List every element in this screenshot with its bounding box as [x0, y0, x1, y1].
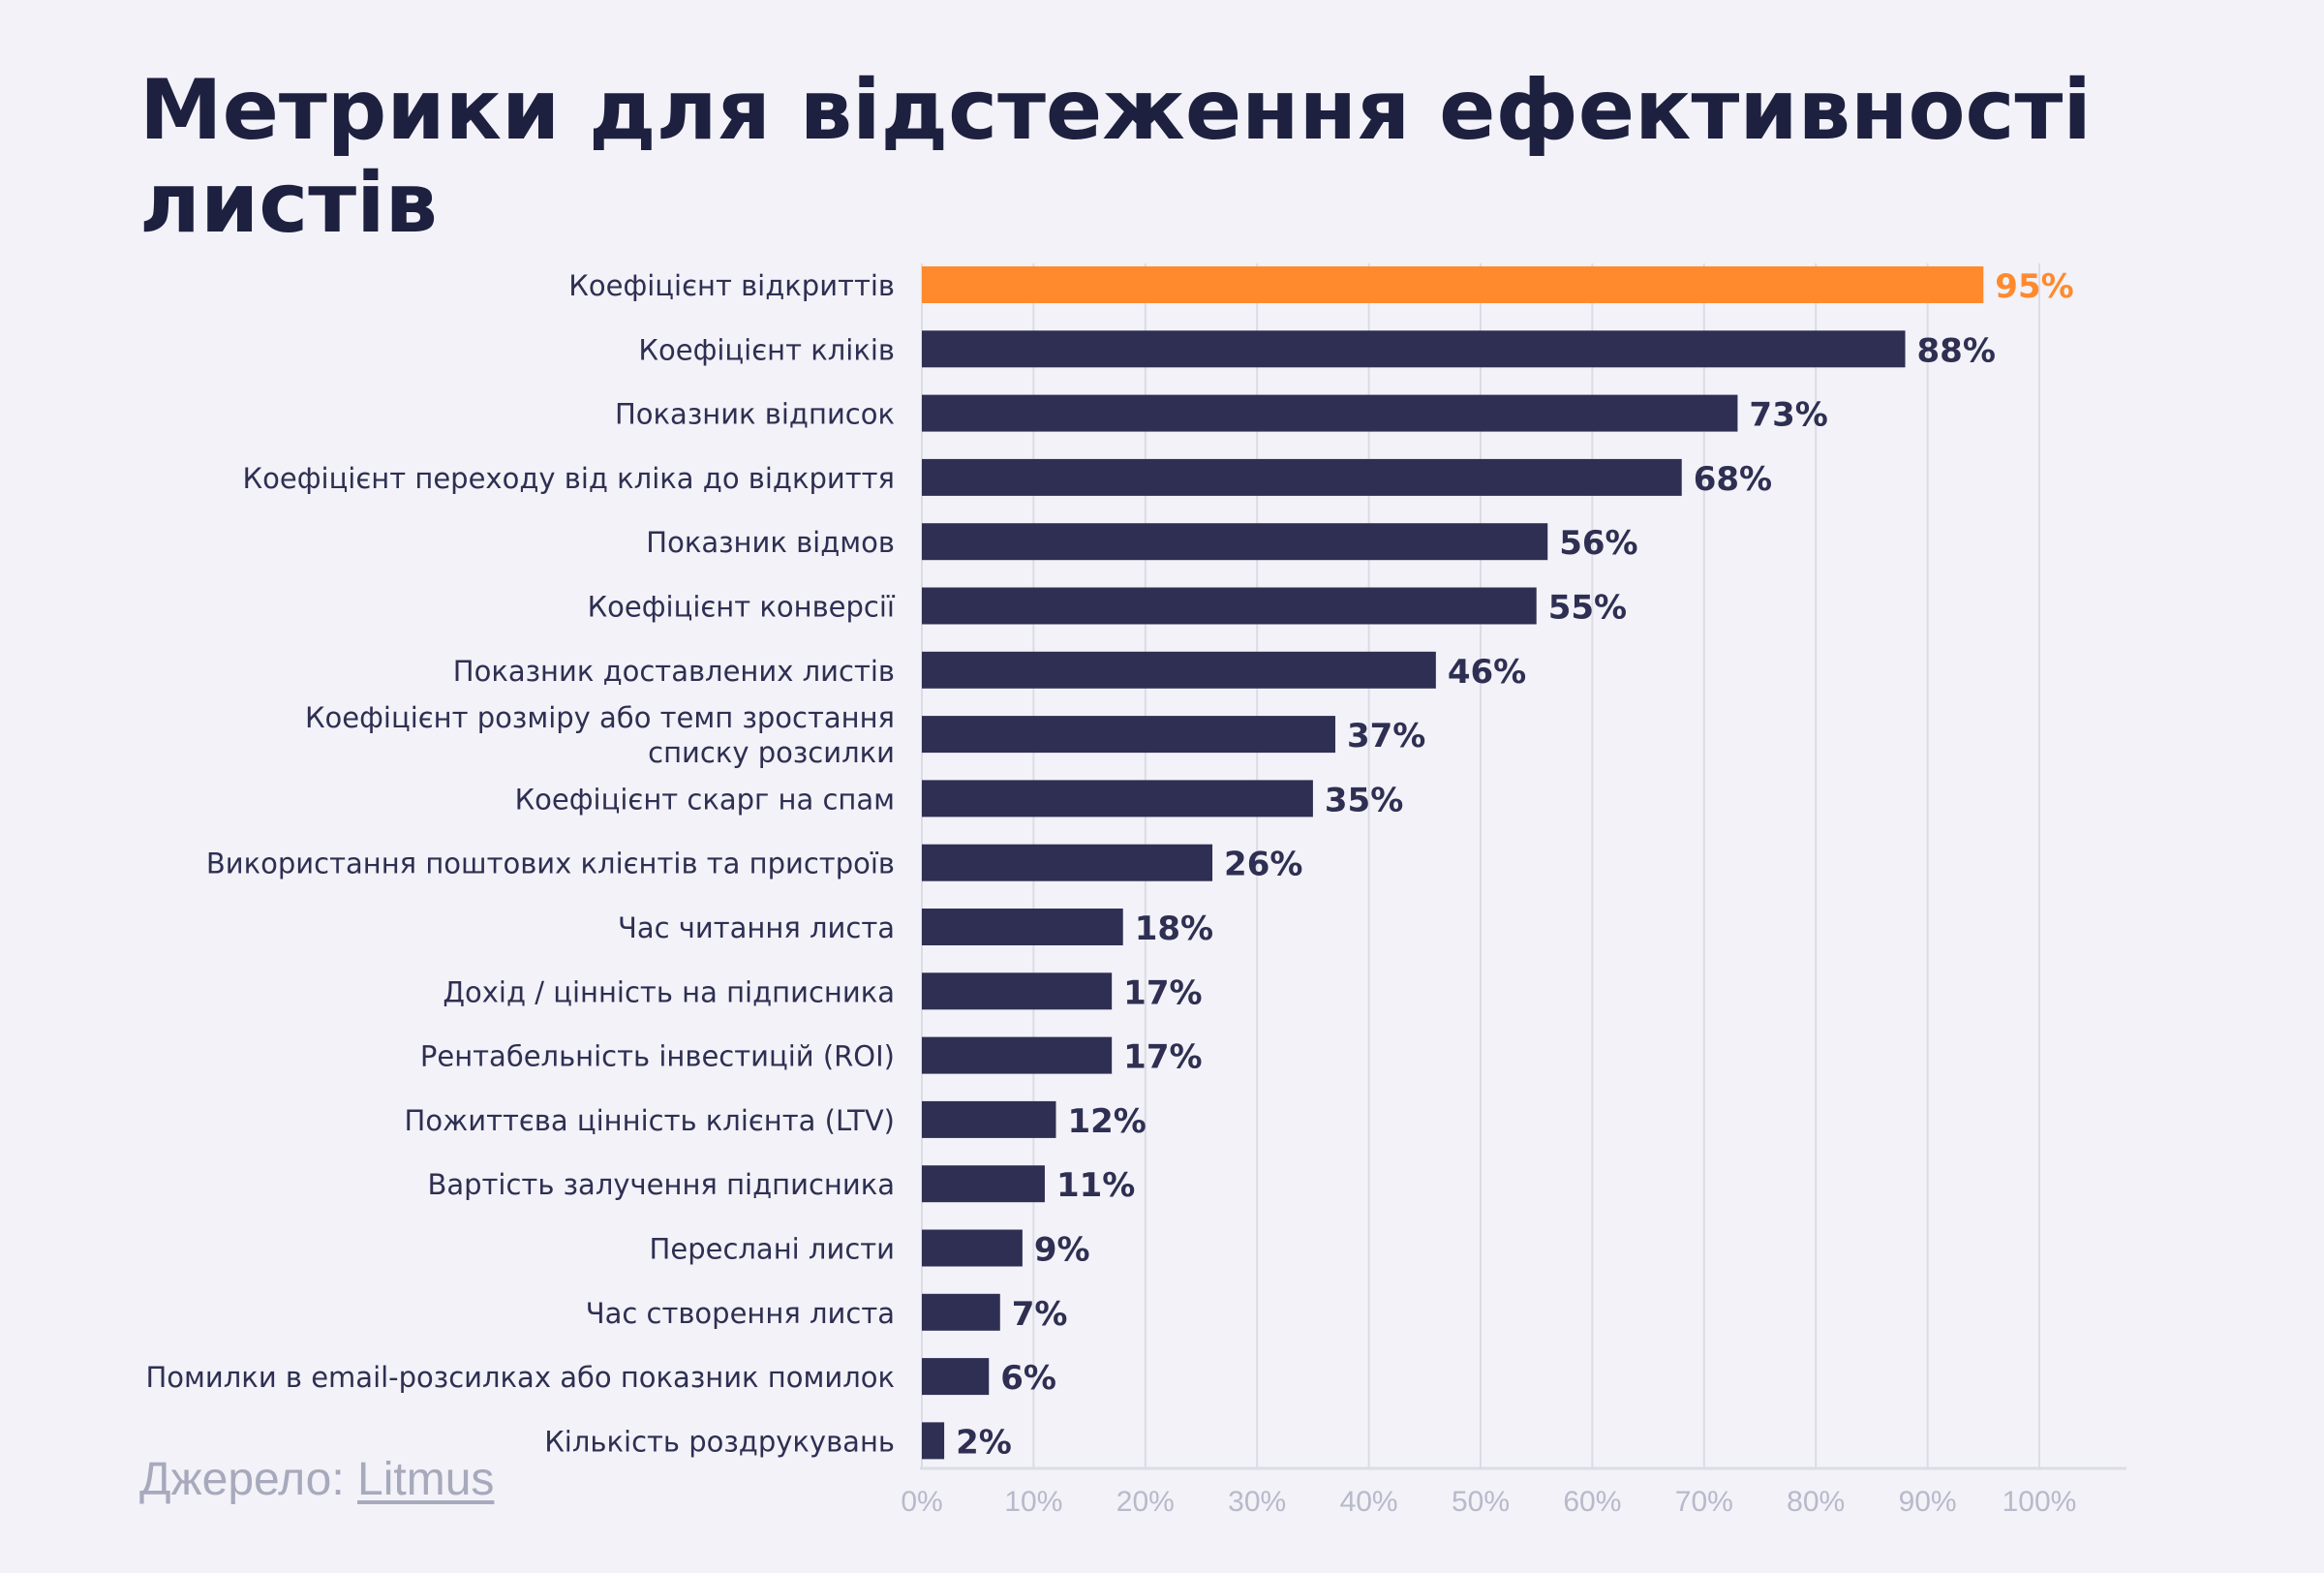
category-label: списку розсилки	[648, 736, 895, 769]
chart-title: Метрики для відстеження ефективності лис…	[139, 62, 2092, 252]
category-label: Показник відписок	[615, 398, 895, 431]
x-tick-label: 0%	[901, 1486, 942, 1518]
x-tick-label: 10%	[1004, 1486, 1062, 1518]
bar	[922, 1229, 1023, 1267]
x-tick-label: 80%	[1787, 1486, 1845, 1518]
x-tick-label: 50%	[1452, 1486, 1510, 1518]
x-tick-label: 100%	[2003, 1486, 2077, 1518]
value-label: 55%	[1548, 589, 1627, 628]
value-label: 6%	[1000, 1359, 1056, 1398]
bar	[922, 1293, 1000, 1331]
source-link[interactable]: Litmus	[357, 1454, 495, 1505]
category-label: Помилки в email-розсилках або показник п…	[146, 1361, 896, 1394]
bar	[922, 1165, 1045, 1203]
value-label: 46%	[1448, 653, 1526, 692]
bar	[922, 1422, 945, 1460]
bar	[922, 651, 1436, 689]
bar	[922, 780, 1313, 817]
bar	[922, 394, 1738, 432]
category-label: Використання поштових клієнтів та пристр…	[206, 848, 895, 880]
category-label: Коефіцієнт відкриттів	[568, 269, 895, 302]
x-tick-label: 20%	[1116, 1486, 1175, 1518]
category-label: Рентабельність інвестицій (ROI)	[420, 1040, 895, 1073]
category-label: Час читання листа	[618, 911, 895, 944]
category-label: Коефіцієнт переходу від кліка до відкрит…	[243, 462, 895, 495]
category-label: Коефіцієнт конверсії	[588, 591, 896, 624]
value-label: 11%	[1056, 1166, 1135, 1205]
bar	[922, 716, 1335, 754]
bar	[922, 972, 1113, 1010]
category-label: Дохід / цінність на підписника	[443, 975, 895, 1008]
x-tick-label: 60%	[1563, 1486, 1621, 1518]
bar	[922, 1100, 1056, 1138]
bar	[922, 1358, 990, 1396]
value-label: 9%	[1034, 1231, 1090, 1270]
bar	[922, 587, 1537, 625]
source-prefix: Джерело:	[139, 1454, 358, 1505]
value-label: 2%	[956, 1423, 1012, 1462]
category-label: Вартість залучення підписника	[427, 1168, 895, 1201]
x-tick-label: 30%	[1228, 1486, 1286, 1518]
bar	[922, 1036, 1113, 1074]
category-label: Кількість роздрукувань	[544, 1425, 895, 1458]
bar	[922, 330, 1906, 368]
category-label: Коефіцієнт скарг на спам	[515, 783, 895, 816]
value-label: 68%	[1694, 460, 1772, 499]
value-label: 7%	[1012, 1295, 1068, 1334]
x-tick-label: 40%	[1340, 1486, 1398, 1518]
category-label: Час створення листа	[586, 1297, 895, 1330]
bar	[922, 266, 1984, 303]
value-label: 12%	[1067, 1102, 1146, 1141]
x-tick-label: 70%	[1675, 1486, 1733, 1518]
value-label: 88%	[1917, 331, 1996, 370]
category-label: Показник відмов	[646, 526, 895, 559]
value-label: 17%	[1123, 1038, 1202, 1077]
x-tick-label: 90%	[1899, 1486, 1957, 1518]
value-label: 56%	[1559, 524, 1637, 563]
category-label: Коефіцієнт кліків	[638, 333, 895, 366]
bar	[922, 844, 1213, 881]
source-note: Джерело: Litmus	[139, 1453, 494, 1506]
category-label: Показник доставлених листів	[453, 655, 895, 688]
bar	[922, 909, 1123, 945]
value-label: 26%	[1224, 846, 1302, 884]
value-label: 18%	[1135, 910, 1213, 948]
value-label: 17%	[1123, 973, 1202, 1012]
category-label: Переслані листи	[650, 1233, 895, 1266]
value-label: 37%	[1347, 717, 1425, 756]
value-label: 35%	[1325, 781, 1403, 819]
category-label: Пожиттєва цінність клієнта (LTV)	[405, 1104, 895, 1137]
bar	[922, 523, 1548, 561]
bar	[922, 458, 1682, 496]
value-label: 95%	[1995, 267, 2073, 306]
value-label: 73%	[1749, 396, 1827, 435]
category-label: Коефіцієнт розміру або темп зростання	[305, 701, 895, 734]
